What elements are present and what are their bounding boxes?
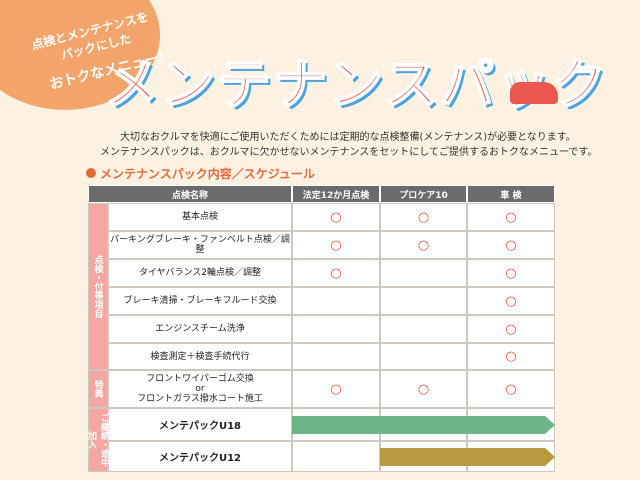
row-name-line: フロントワイパーゴム交換 [146,374,254,384]
mark-cell [292,343,380,370]
row-name: メンテパックU18 [108,408,292,441]
row-name-line: ブレーキ清掃・ブレーキフルード交換 [123,296,277,306]
row-name-line: パーキングブレーキ・ファンベルト点検／調整 [110,235,290,255]
mark-cell: ○ [467,370,555,408]
section-icon [86,168,96,178]
header-cell: 点検名称 [88,185,292,203]
mark-cell: ○ [380,370,467,408]
mark-cell [292,441,380,472]
intro-line: メンテナンスパックは、おクルマに欠かせないメンテナンスをセットにしてご提供するお… [100,147,598,158]
mark-cell [380,315,467,343]
row-name-line: 検査測定＋検査手続代行 [150,351,250,362]
mark-cell: ○ [380,231,467,259]
mark-cell: ○ [292,370,380,408]
mark-cell: ○ [292,203,380,231]
period-arrow [380,447,555,466]
row-name-line: メンテパックU18 [158,421,242,432]
row-name: ブレーキ清掃・ブレーキフルード交換 [108,287,292,315]
header-cell: 車 検 [467,185,555,203]
group-label: 特典 [88,370,108,408]
car-icon [510,82,558,104]
section-title: メンテナンスパック内容／スケジュール [100,167,315,181]
mark-cell: ○ [467,259,555,287]
row-name: 基本点検 [108,203,292,231]
mark-cell [380,343,467,370]
mark-cell [380,259,467,287]
row-name: フロントワイパーゴム交換 or フロントガラス撥水コート施工 [108,370,292,408]
mark-cell: ○ [467,203,555,231]
mark-cell: ○ [467,315,555,343]
intro-line: 大切なおクルマを快適にご使用いただくためには定期的な点検整備(メンテナンス)が必… [120,132,576,143]
row-name-line: エンジンスチーム洗浄 [155,324,245,334]
header-cell: プロケア10 [380,185,467,203]
group-label: ご継続・途中加入 [86,408,109,472]
row-name-line: or [195,384,205,394]
row-name: エンジンスチーム洗浄 [108,315,292,343]
mark-cell [292,287,380,315]
row-name-line: メンテパックU12 [158,453,242,464]
row-name: 検査測定＋検査手続代行 [108,343,292,370]
mark-cell [292,315,380,343]
mark-cell: ○ [467,231,555,259]
title: メンテナンスパック [104,52,608,117]
header-cell: 法定12か月点検 [292,185,380,203]
row-name-line: 基本点検 [181,212,218,222]
group-label: 点検・付帯項目 [88,203,108,370]
row-name-line: タイヤバランス2輪点検／調整 [138,268,262,278]
mark-cell: ○ [467,287,555,315]
mark-cell: ○ [380,203,467,231]
row-name-line: フロントガラス撥水コート施工 [137,394,263,404]
mark-cell [380,287,467,315]
row-name: タイヤバランス2輪点検／調整 [108,259,292,287]
row-name: パーキングブレーキ・ファンベルト点検／調整 [108,231,292,259]
mark-cell: ○ [292,259,380,287]
row-name: メンテパックU12 [108,441,292,472]
mark-cell: ○ [467,343,555,370]
period-arrow [292,415,555,434]
mark-cell: ○ [292,231,380,259]
